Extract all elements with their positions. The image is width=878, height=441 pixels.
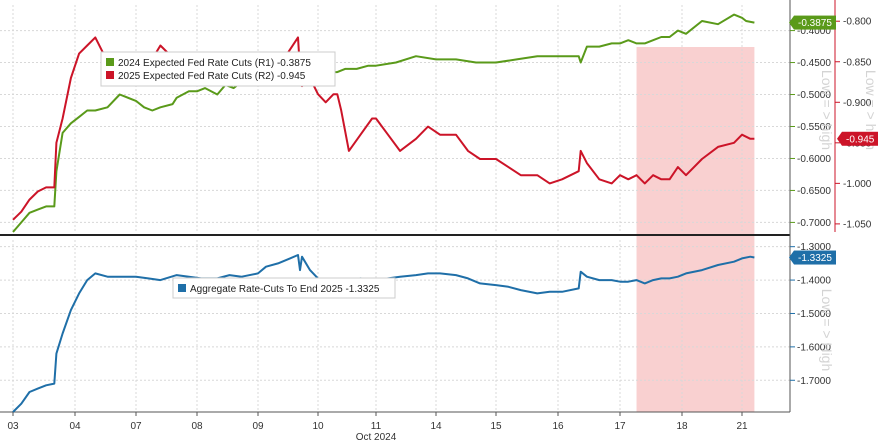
badge-2025-pointer [837,131,842,146]
x-tick-label: 03 [7,421,19,432]
tick-label: -1.000 [843,179,872,190]
legend-top: 2024 Expected Fed Rate Cuts (R1) -0.3875… [100,51,336,87]
tick-label: -1.3000 [797,242,831,253]
x-axis-label: Oct 2024 [356,432,397,441]
right-axis-1-title: Low = > high [819,70,835,150]
right-axis-2-title: Low = > high [863,70,878,150]
x-tick-label: 08 [191,421,203,432]
x-tick-label: 10 [312,421,324,432]
x-tick-label: 21 [736,421,748,432]
tick-label: -0.4000 [797,26,831,37]
shaded-region [636,47,755,412]
x-tick-label: 07 [130,421,142,432]
x-tick-label: 04 [69,421,81,432]
x-tick-label: 11 [371,421,382,432]
tick-label: -0.5000 [797,90,831,101]
tick-label: -0.5500 [797,122,831,133]
badge-2025-bg [842,131,878,146]
tick-label: -1.7000 [797,376,831,387]
tick-label: -0.6000 [797,154,831,165]
x-tick-label: 17 [614,421,626,432]
legend-swatch-2025 [106,71,114,79]
tick-label: -0.7000 [797,218,831,229]
tick-label: -0.850 [843,57,872,68]
tick-label: -0.900 [843,98,872,109]
legend-label-2025: 2025 Expected Fed Rate Cuts (R2) -0.945 [118,71,306,82]
legend-label-aggregate: Aggregate Rate-Cuts To End 2025 -1.3325 [190,284,380,295]
badge-aggregate-pointer [789,250,794,265]
badge-aggregate-bg [794,250,836,265]
x-tick-label: 18 [676,421,688,432]
legend-bottom-box [172,277,396,299]
x-tick-label: 16 [552,421,564,432]
legend-swatch-2024 [106,58,114,66]
tick-label: -0.4500 [797,58,831,69]
tick-label: -0.6500 [797,186,831,197]
badge-2024-pointer [789,15,794,30]
badge-aggregate: -1.3325 [798,253,832,264]
tick-label: -1.4000 [797,276,831,287]
tick-label: -1.5000 [797,309,831,320]
tick-label: -1.6000 [797,342,831,353]
tick-label: -0.800 [843,17,872,28]
legend-swatch-aggregate [178,284,186,292]
x-tick-label: 14 [430,421,442,432]
bottom-gridlines [0,240,790,412]
x-tick-label: 09 [252,421,264,432]
right-axis-3-title: Low = > High [819,289,835,372]
badge-2024-bg [794,15,836,30]
badge-2025: -0.945 [846,134,875,145]
tick-label: -1.050 [843,219,872,230]
badge-2024: -0.3875 [798,18,832,29]
legend-top-box [100,51,336,87]
legend-label-2024: 2024 Expected Fed Rate Cuts (R1) -0.3875 [118,58,311,69]
legend-bottom: Aggregate Rate-Cuts To End 2025 -1.3325 [172,277,396,299]
x-tick-label: 15 [490,421,502,432]
